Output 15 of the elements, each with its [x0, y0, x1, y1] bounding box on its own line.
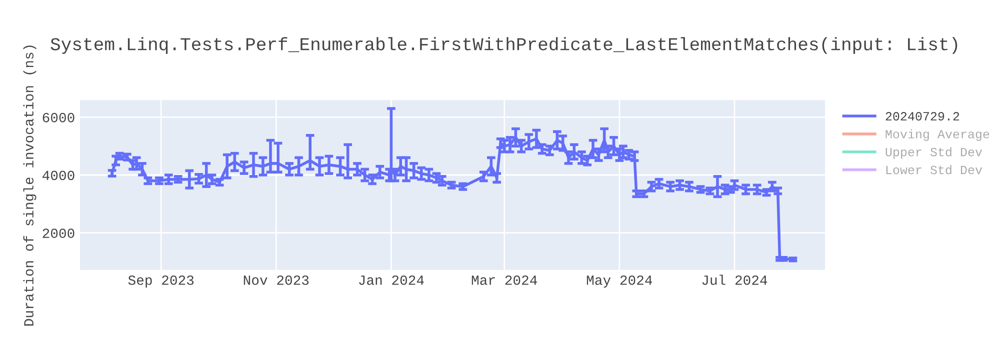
y-axis-title: Duration of single invocation (ns) [23, 46, 36, 326]
legend-label: Moving Average [886, 129, 990, 141]
y-tick-label: 2000 [42, 228, 74, 238]
y-tick-label: 6000 [42, 112, 74, 122]
x-tick-label: May 2024 [586, 275, 652, 288]
legend-label: Upper Std Dev [886, 147, 982, 159]
legend-label: 20240729.2 [886, 112, 960, 121]
x-tick-label: Jul 2024 [702, 274, 768, 285]
y-tick-label: 4000 [42, 170, 74, 180]
x-tick-label: Nov 2023 [244, 275, 309, 285]
chart-title: System.Linq.Tests.Perf_Enumerable.FirstWithPredicate_LastElementMatches(input: List) [50, 37, 958, 54]
x-tick-label: Mar 2024 [472, 275, 537, 285]
legend-label: Lower Std Dev [886, 165, 982, 174]
x-tick-label: Jan 2024 [359, 275, 424, 285]
x-tick-label: Sep 2023 [128, 275, 194, 288]
